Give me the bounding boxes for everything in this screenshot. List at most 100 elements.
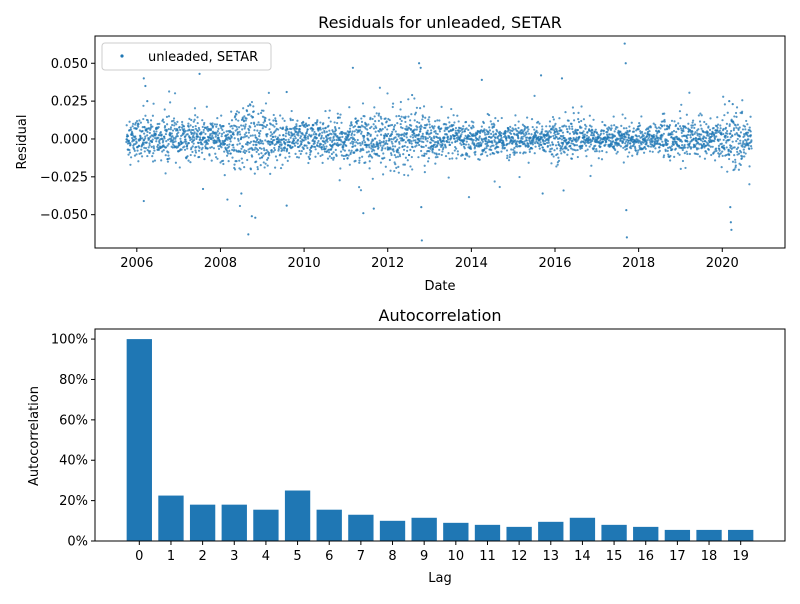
residual-point xyxy=(227,152,230,155)
residual-point xyxy=(358,185,361,189)
residual-point xyxy=(295,124,298,128)
residual-point xyxy=(226,154,229,157)
residual-point xyxy=(255,150,258,154)
residual-point xyxy=(668,123,672,127)
residual-point xyxy=(697,128,700,131)
residual-point xyxy=(560,152,563,155)
residual-point xyxy=(593,130,597,133)
residual-point xyxy=(193,138,196,142)
residual-point xyxy=(167,154,170,157)
residual-point xyxy=(729,136,732,139)
residual-point xyxy=(192,120,195,123)
residual-point xyxy=(413,97,416,100)
residual-point xyxy=(254,140,258,144)
residual-point xyxy=(744,152,747,155)
residual-point xyxy=(443,140,446,143)
residual-point xyxy=(232,146,235,149)
residual-point xyxy=(715,149,718,153)
residual-point xyxy=(671,133,674,136)
residual-point xyxy=(625,147,628,150)
residual-point xyxy=(414,139,417,142)
residual-point xyxy=(178,125,181,129)
residual-point xyxy=(288,155,291,158)
residual-point xyxy=(423,164,426,167)
residual-point xyxy=(159,130,162,134)
residual-point xyxy=(183,145,186,148)
residual-point xyxy=(577,118,580,121)
residual-point xyxy=(473,144,476,147)
residual-point xyxy=(262,154,265,157)
residual-point xyxy=(424,126,427,130)
residual-point xyxy=(688,142,691,145)
residual-point xyxy=(386,92,389,95)
residual-point xyxy=(552,134,555,138)
lag-tick-label: 6 xyxy=(325,549,333,564)
residual-point xyxy=(134,121,137,124)
residual-point xyxy=(293,144,297,147)
residual-point xyxy=(196,121,199,125)
residual-point xyxy=(664,149,667,153)
residual-point xyxy=(280,147,283,150)
residual-point xyxy=(590,125,593,128)
residual-point xyxy=(371,117,374,121)
residual-point xyxy=(484,133,487,136)
residual-point xyxy=(722,95,725,98)
residual-point xyxy=(352,145,355,148)
residual-point xyxy=(172,119,175,122)
residual-point xyxy=(141,129,144,133)
residual-point xyxy=(704,140,707,143)
residual-point xyxy=(409,128,413,131)
residual-point xyxy=(506,142,509,146)
residual-point xyxy=(149,119,153,122)
residual-point xyxy=(149,123,152,126)
residual-point xyxy=(334,148,337,151)
residual-point xyxy=(193,131,196,134)
residual-point xyxy=(501,145,504,149)
residual-point xyxy=(713,150,716,153)
residual-point xyxy=(286,159,289,162)
residual-point xyxy=(241,116,244,119)
residual-point xyxy=(170,132,173,135)
residual-point xyxy=(198,155,201,159)
residual-point xyxy=(571,140,574,143)
residual-point xyxy=(156,122,159,126)
residual-point xyxy=(249,168,253,171)
residual-point xyxy=(739,142,742,145)
residual-point xyxy=(627,136,630,140)
residual-point xyxy=(253,125,257,128)
residual-point xyxy=(629,142,632,145)
residual-point xyxy=(347,154,350,157)
residual-point xyxy=(219,142,223,146)
residual-point xyxy=(276,136,280,139)
residual-point xyxy=(666,149,669,152)
residual-point xyxy=(605,140,608,144)
residual-point xyxy=(645,141,648,145)
residual-point xyxy=(418,121,421,124)
residual-point xyxy=(656,132,659,135)
residual-point xyxy=(490,136,493,139)
residual-point xyxy=(398,140,401,144)
residual-point xyxy=(657,151,660,154)
residual-point xyxy=(540,143,543,147)
residual-point xyxy=(691,121,694,124)
residual-point xyxy=(345,153,348,156)
residual-point xyxy=(348,106,351,109)
residual-point xyxy=(317,139,320,143)
residual-point xyxy=(231,148,234,151)
residual-point xyxy=(339,143,342,146)
residual-point xyxy=(704,150,707,153)
residual-point xyxy=(583,133,587,136)
residual-point xyxy=(397,135,400,138)
residual-point xyxy=(663,118,666,122)
residual-point xyxy=(558,144,562,148)
residual-point xyxy=(312,133,315,136)
residual-point xyxy=(262,109,265,112)
residual-point xyxy=(146,134,149,137)
residual-point xyxy=(142,117,145,121)
residual-point xyxy=(439,138,442,141)
residual-point xyxy=(298,149,301,153)
residual-point xyxy=(444,126,447,129)
residual-point xyxy=(242,136,245,139)
residual-point xyxy=(723,103,726,106)
